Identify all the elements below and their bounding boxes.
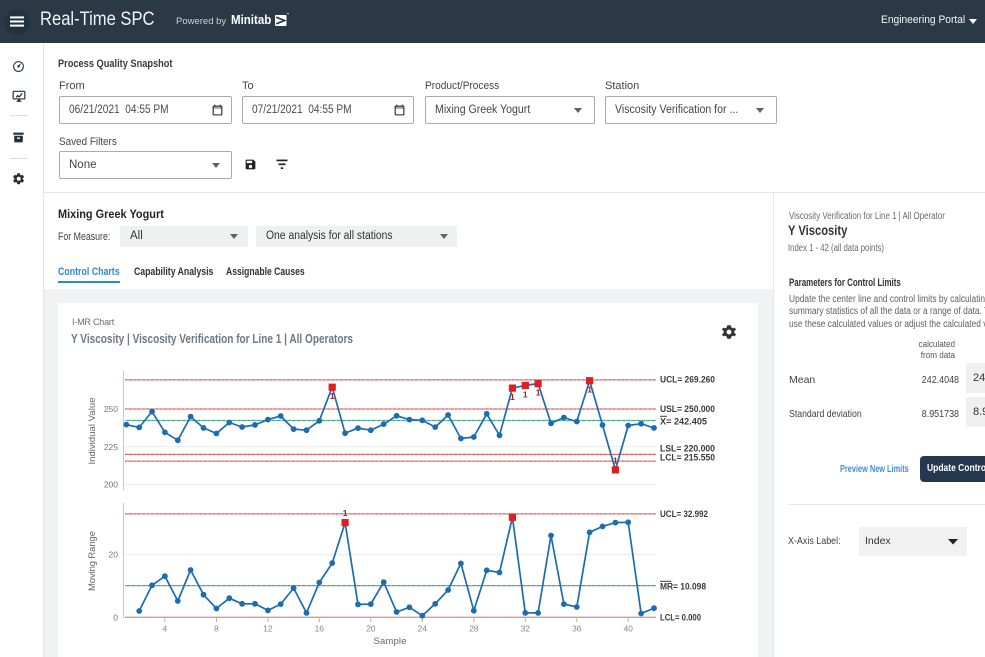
svg-text:I-MR Chart: I-MR Chart [72, 317, 115, 327]
svg-text:32: 32 [521, 624, 531, 634]
svg-text:28: 28 [469, 624, 479, 634]
svg-text:Moving Range: Moving Range [87, 531, 98, 591]
svg-text:Individual Value: Individual Value [87, 398, 98, 465]
svg-text:16: 16 [315, 624, 325, 634]
svg-text:1: 1 [510, 392, 515, 402]
svg-text:12: 12 [263, 624, 273, 634]
svg-text:1: 1 [523, 389, 528, 399]
svg-text:250: 250 [104, 404, 118, 414]
svg-text:Y Viscosity | Viscosity Verifi: Y Viscosity | Viscosity Verification for… [71, 332, 353, 346]
svg-text:Sample: Sample [374, 636, 407, 647]
svg-text:36: 36 [572, 624, 582, 634]
svg-text:LCL= 215.550: LCL= 215.550 [660, 453, 715, 464]
svg-text:0: 0 [113, 612, 118, 622]
svg-text:LSL= 220.000: LSL= 220.000 [660, 444, 715, 455]
svg-text:24: 24 [418, 624, 428, 634]
svg-text:225: 225 [104, 442, 118, 452]
svg-text:1: 1 [330, 391, 335, 401]
svg-text:LCL= 0.000: LCL= 0.000 [660, 613, 701, 624]
svg-text:MR= 10.098: MR= 10.098 [660, 582, 706, 593]
svg-text:1: 1 [536, 388, 541, 398]
svg-text:1: 1 [587, 385, 592, 395]
svg-text:USL= 250.000: USL= 250.000 [660, 404, 715, 415]
svg-text:1: 1 [343, 508, 348, 518]
svg-text:20: 20 [109, 550, 119, 560]
svg-text:8: 8 [214, 624, 219, 634]
svg-text:200: 200 [104, 480, 118, 490]
svg-text:UCL= 269.260: UCL= 269.260 [660, 375, 715, 386]
svg-text:4: 4 [163, 624, 168, 634]
svg-text:20: 20 [366, 624, 376, 634]
svg-text:X= 242.405: X= 242.405 [660, 417, 708, 428]
svg-text:40: 40 [623, 624, 633, 634]
svg-text:UCL= 32.992: UCL= 32.992 [660, 509, 708, 520]
svg-text:1: 1 [613, 455, 618, 465]
